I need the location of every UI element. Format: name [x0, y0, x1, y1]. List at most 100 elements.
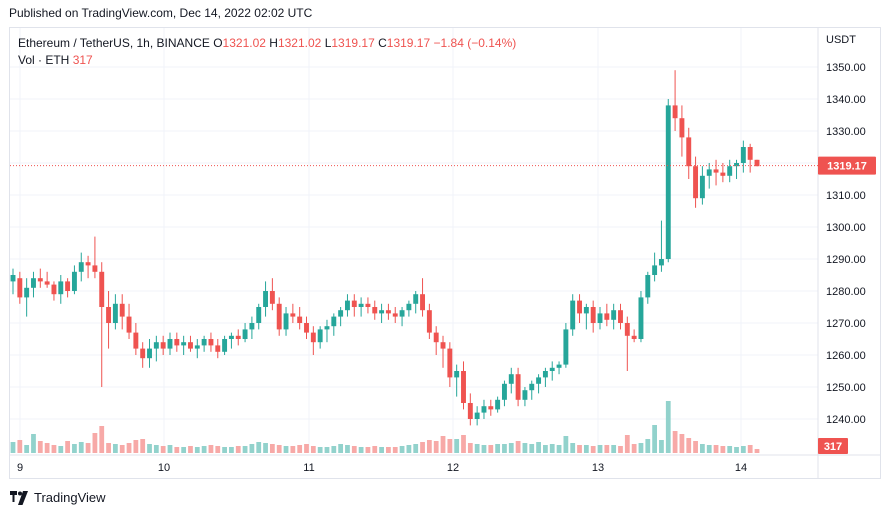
volume-bar [543, 445, 548, 453]
volume-bar [433, 441, 439, 453]
candle-body [734, 163, 739, 167]
volume-bar [24, 445, 30, 453]
volume-bar [386, 447, 391, 453]
volume-bar [276, 445, 282, 453]
time-tick-label: 11 [303, 462, 314, 474]
price-tick-label: 1260.00 [826, 350, 866, 362]
candle-body [665, 105, 671, 260]
volume-bar [338, 444, 344, 453]
candle-body [570, 300, 576, 330]
legend-low: 1319.17 [331, 36, 375, 50]
candle-body [754, 159, 760, 167]
candle-body [71, 271, 77, 291]
volume-bar [78, 442, 84, 453]
volume-bar [174, 447, 180, 453]
volume-bar [167, 445, 173, 453]
candle-body [242, 329, 248, 339]
volume-bar [147, 444, 152, 453]
volume-bar [31, 434, 36, 453]
candle-body [345, 300, 350, 311]
volume-bar [426, 440, 432, 453]
volume-bar [693, 441, 698, 453]
price-tick-label: 1270.00 [826, 318, 866, 330]
price-tick-label: 1310.00 [826, 190, 866, 202]
candle-body [208, 339, 214, 346]
price-tick-label: 1340.00 [826, 94, 866, 106]
volume-bar [508, 443, 514, 453]
volume-bar [515, 441, 521, 453]
volume-bar [112, 444, 118, 453]
candle-body [618, 310, 623, 323]
volume-bar [297, 445, 303, 453]
volume-bar [577, 445, 582, 453]
price-tick-label: 1330.00 [826, 126, 866, 138]
volume-bar [379, 447, 384, 453]
candle-body [269, 291, 275, 304]
candle-body [351, 300, 357, 307]
volume-bar [556, 445, 562, 453]
volume-bar [106, 443, 111, 453]
volume-bar [263, 443, 268, 453]
legend-open-label: O [213, 36, 223, 50]
candle-body [474, 412, 480, 419]
volume-bar [215, 446, 221, 453]
chart-frame [9, 27, 881, 479]
candle-body [495, 399, 501, 410]
footer-brand[interactable]: TradingView [9, 490, 106, 505]
legend-close-label: C [378, 36, 387, 50]
legend-vol: 317 [72, 53, 93, 67]
price-tick-label: 1240.00 [826, 414, 866, 426]
candle-body [536, 377, 542, 384]
price-tick-label: 1290.00 [826, 254, 866, 266]
candle-body [215, 345, 221, 352]
volume-bar [229, 447, 234, 453]
volume-bar [10, 442, 16, 453]
candle-body [645, 275, 651, 298]
volume-bar [310, 446, 316, 453]
candle-body [324, 326, 330, 330]
candle-body [65, 281, 71, 291]
volume-bar [208, 445, 214, 453]
candle-body [392, 313, 398, 317]
candle-body [181, 342, 187, 346]
candle-body [522, 390, 528, 400]
candle-body [201, 339, 207, 346]
volume-bar [399, 446, 405, 453]
candle-body [385, 310, 391, 314]
candle-body [652, 265, 658, 275]
candle-body [365, 303, 371, 307]
volume-bar [249, 444, 255, 453]
volume-bar [413, 444, 419, 453]
candle-body [256, 307, 262, 323]
volume-bar [740, 446, 746, 453]
volume-bar [92, 433, 98, 453]
volume-bar [638, 443, 644, 453]
volume-bar [686, 438, 692, 453]
volume-bar [222, 447, 227, 453]
volume-bar [44, 443, 50, 453]
candle-body [92, 265, 98, 272]
volume-bar [645, 439, 651, 453]
volume-bar [672, 431, 678, 453]
volume-bar [659, 440, 664, 453]
volume-bar [631, 444, 637, 453]
footer-brand-text: TradingView [34, 490, 106, 505]
volume-bar [474, 444, 480, 453]
candle-body [276, 303, 282, 330]
volume-bar [679, 434, 685, 453]
candle-body [413, 294, 419, 304]
candle-body [529, 383, 535, 391]
volume-bar [754, 449, 760, 453]
candle-body [85, 262, 91, 266]
volume-bar [583, 445, 589, 453]
volume-bar [194, 447, 200, 453]
time-tick-label: 12 [447, 462, 459, 474]
volume-bar [58, 446, 64, 453]
candle-body [679, 118, 685, 138]
volume-bar [331, 446, 337, 453]
volume-bar [235, 446, 241, 453]
volume-bar [99, 426, 105, 453]
legend-symbol: Ethereum / TetherUS, 1h, BINANCE [18, 36, 210, 50]
volume-bar [283, 446, 289, 453]
